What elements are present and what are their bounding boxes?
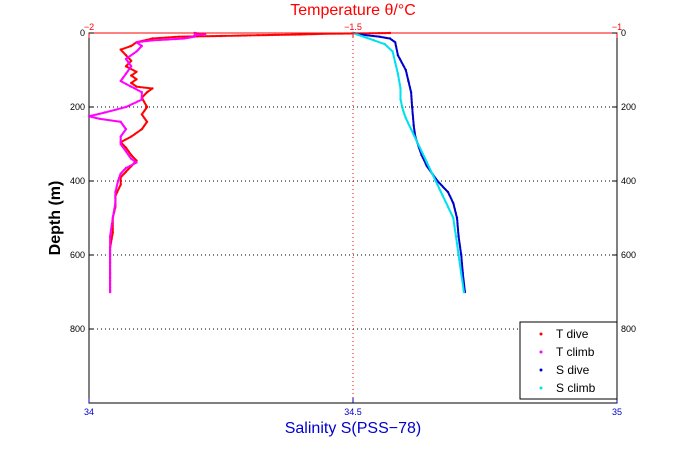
left-tick-label: 800 xyxy=(70,324,85,334)
left-tick-label: 200 xyxy=(70,102,85,112)
legend-items: T dive T climb S dive S climb xyxy=(539,327,596,395)
left-tick-label: 0 xyxy=(80,28,85,38)
legend-label: T dive xyxy=(556,327,589,341)
series-layer xyxy=(87,31,467,294)
series-s-dive xyxy=(351,31,467,294)
right-tick-label: 0 xyxy=(621,28,626,38)
data-point xyxy=(462,290,466,294)
series-s-climb xyxy=(351,31,466,294)
top-tick-label: −1.5 xyxy=(344,22,362,32)
left-tick-label: 600 xyxy=(70,250,85,260)
legend-label: S dive xyxy=(556,363,590,377)
bottom-tick-label: 34 xyxy=(84,407,94,417)
bottom-axis-label: Salinity S(PSS−78) xyxy=(285,420,422,437)
left-tick-label: 400 xyxy=(70,176,85,186)
legend-marker xyxy=(539,368,543,372)
series-t-climb xyxy=(87,31,207,294)
legend-marker xyxy=(539,350,543,354)
legend-box xyxy=(519,321,618,400)
bottom-tick-label: 34.5 xyxy=(344,407,362,417)
legend-label: S climb xyxy=(556,381,596,395)
left-axis-label: Depth (m) xyxy=(47,181,64,256)
top-tick-label: −1 xyxy=(612,22,622,32)
legend-label: T climb xyxy=(556,345,595,359)
legend: T dive T climb S dive S climb xyxy=(519,321,618,400)
data-point xyxy=(108,290,112,294)
right-tick-label: 200 xyxy=(621,102,636,112)
top-tick-label: −2 xyxy=(84,22,94,32)
legend-marker xyxy=(539,332,543,336)
right-tick-label: 400 xyxy=(621,176,636,186)
right-tick-label: 800 xyxy=(621,324,636,334)
legend-marker xyxy=(539,386,543,390)
right-tick-label: 600 xyxy=(621,250,636,260)
bottom-tick-label: 35 xyxy=(612,407,622,417)
left-axis-ticks: 0 200 400 600 800 xyxy=(70,28,94,334)
top-axis-label: Temperature θ/°C xyxy=(290,2,416,19)
top-axis-ticks: −2 −1.5 −1 xyxy=(84,22,622,38)
